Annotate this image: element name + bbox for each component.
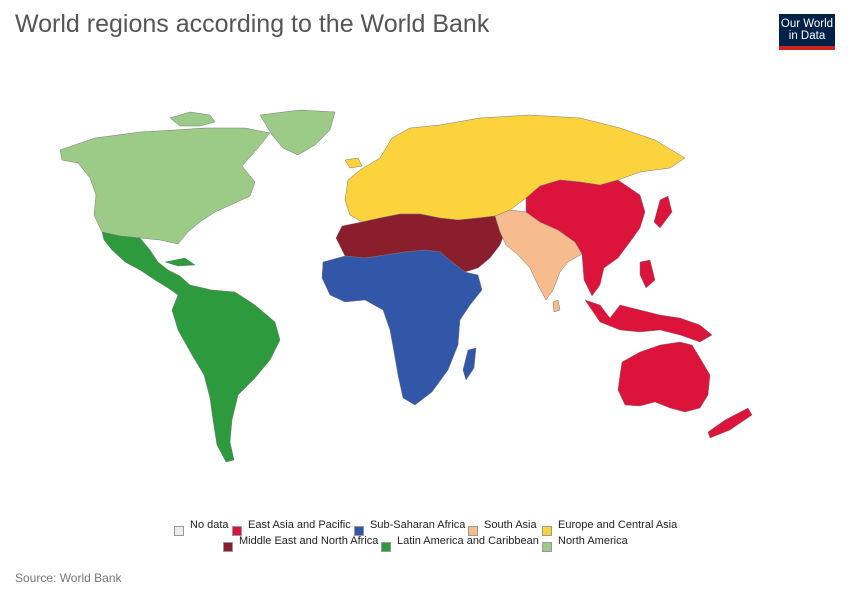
legend-label: Europe and Central Asia [558, 519, 678, 531]
region-caribbean-cuba[interactable] [164, 257, 196, 267]
legend-label: Latin America and Caribbean [397, 535, 539, 547]
owid-logo[interactable]: Our World in Data [779, 14, 835, 50]
legend-label: North America [558, 535, 628, 547]
legend-label: Sub-Saharan Africa [370, 519, 466, 531]
legend-label: Middle East and North Africa [239, 535, 379, 547]
region-maritime-southeast-asia[interactable] [584, 299, 713, 343]
legend-swatch [174, 526, 184, 536]
legend-item-sub-saharan-africa[interactable]: Sub-Saharan Africa [354, 518, 465, 536]
region-latin-america[interactable] [101, 231, 281, 463]
legend-swatch [542, 526, 552, 536]
logo-accent-bar [779, 46, 835, 50]
world-map [59, 109, 753, 463]
legend-swatch [381, 542, 391, 552]
legend-swatch [354, 526, 364, 536]
legend-swatch [223, 542, 233, 552]
region-iceland[interactable] [344, 157, 363, 169]
region-sri-lanka[interactable] [552, 299, 561, 313]
region-greenland[interactable] [259, 109, 336, 156]
legend-label: No data [190, 519, 229, 531]
legend-swatch [232, 526, 242, 536]
legend-item-middle-east-north-africa[interactable]: Middle East and North Africa [223, 534, 378, 552]
map-legend: No data East Asia and Pacific Sub-Sahara… [170, 518, 690, 558]
legend-item-south-asia[interactable]: South Asia [468, 518, 537, 536]
region-new-zealand[interactable] [707, 407, 753, 439]
region-east-asia-pacific[interactable] [525, 179, 646, 297]
region-canadian-arctic[interactable] [169, 111, 216, 127]
legend-item-europe-central-asia[interactable]: Europe and Central Asia [542, 518, 677, 536]
region-sub-saharan-africa[interactable] [321, 249, 483, 406]
legend-swatch [542, 542, 552, 552]
legend-item-north-america[interactable]: North America [542, 534, 628, 552]
legend-item-no-data[interactable]: No data [174, 518, 229, 536]
logo-line-1: Our World [780, 18, 834, 30]
region-north-america[interactable] [59, 127, 271, 245]
region-madagascar[interactable] [462, 347, 477, 381]
logo-line-2: in Data [788, 30, 826, 42]
region-australia[interactable] [617, 341, 711, 413]
legend-item-latin-america-caribbean[interactable]: Latin America and Caribbean [381, 534, 539, 552]
region-philippines[interactable] [639, 259, 656, 289]
legend-label: East Asia and Pacific [248, 519, 351, 531]
legend-swatch [468, 526, 478, 536]
source-note: Source: World Bank [15, 571, 122, 585]
legend-label: South Asia [484, 519, 537, 531]
chart-title: World regions according to the World Ban… [15, 10, 490, 38]
region-japan[interactable] [653, 195, 673, 229]
legend-item-east-asia-pacific[interactable]: East Asia and Pacific [232, 518, 351, 536]
